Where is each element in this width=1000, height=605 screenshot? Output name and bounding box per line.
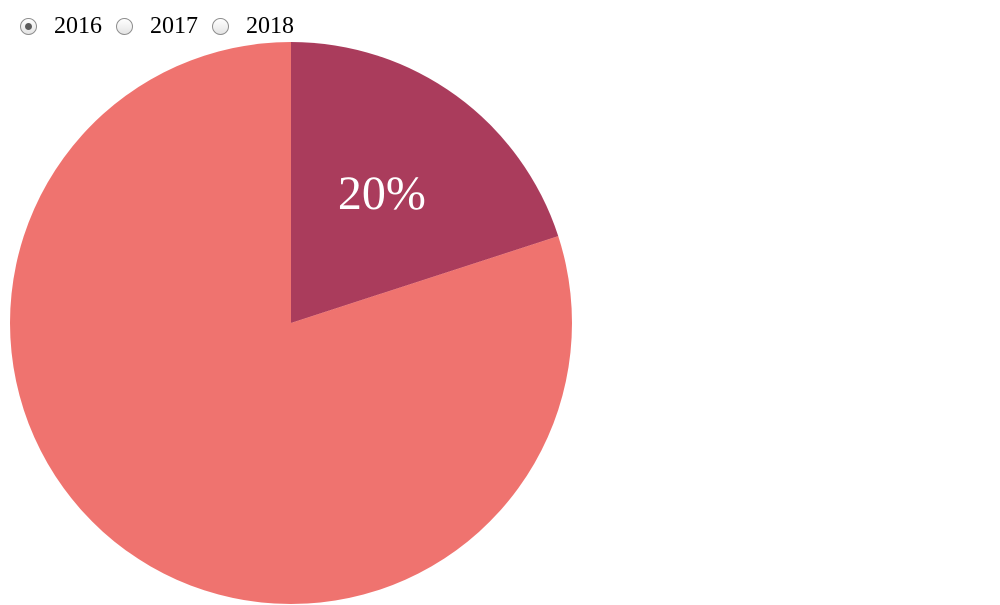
radio-button[interactable] (116, 17, 133, 35)
radio-dot (25, 22, 32, 30)
year-selector: 2016 2017 2018 (20, 10, 308, 42)
year-label: 2017 (150, 13, 198, 39)
pie-chart: 20% (9, 42, 572, 605)
year-option-2018[interactable]: 2018 (212, 14, 294, 38)
pie-slice (291, 42, 559, 323)
pie-slice (9, 42, 572, 605)
radio-button[interactable] (212, 17, 229, 35)
radio-button[interactable] (20, 17, 37, 35)
year-option-2017[interactable]: 2017 (116, 14, 198, 38)
slice-data-label: 20% (338, 167, 426, 220)
year-label: 2018 (246, 13, 294, 39)
year-label: 2016 (54, 13, 102, 39)
year-option-2016[interactable]: 2016 (20, 14, 102, 38)
